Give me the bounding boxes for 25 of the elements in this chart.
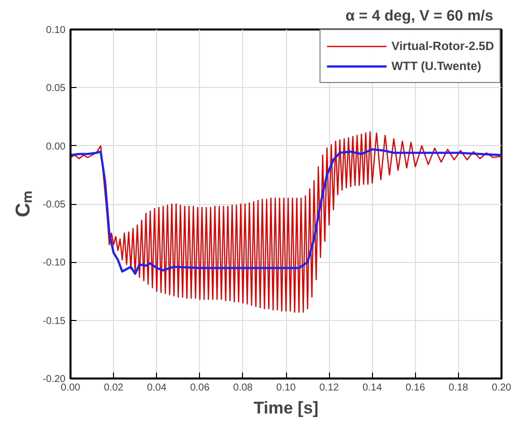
legend-label: Virtual-Rotor-2.5D	[392, 39, 494, 53]
y-axis-title: Cₘ	[12, 190, 35, 218]
x-tick-label: 0.18	[448, 382, 469, 394]
x-tick-label: 0.00	[60, 382, 81, 394]
x-tick-label: 0.20	[492, 382, 512, 394]
x-tick-label: 0.10	[276, 382, 296, 394]
y-tick-label: -0.15	[42, 316, 66, 327]
x-tick-label: 0.08	[233, 382, 254, 394]
x-tick-label: 0.06	[190, 382, 210, 394]
x-tick-label: 0.04	[146, 382, 167, 394]
y-tick-label: 0.00	[46, 141, 66, 152]
x-axis-title: Time [s]	[254, 398, 318, 418]
x-tick-label: 0.14	[362, 382, 382, 394]
x-tick-label: 0.12	[319, 382, 340, 394]
legend-label: WTT (U.Twente)	[392, 59, 482, 73]
y-tick-label: 0.05	[46, 83, 66, 94]
y-tick-label: -0.20	[42, 374, 66, 385]
y-tick-label: 0.10	[46, 25, 66, 36]
y-tick-label: -0.05	[42, 200, 66, 210]
line-series	[70, 148, 502, 275]
y-tick-label: -0.10	[42, 258, 66, 269]
line-series	[70, 131, 502, 313]
chart-title: α = 4 deg, V = 60 m/s	[346, 8, 494, 24]
x-tick-label: 0.02	[104, 382, 124, 394]
x-tick-label: 0.16	[406, 382, 426, 394]
